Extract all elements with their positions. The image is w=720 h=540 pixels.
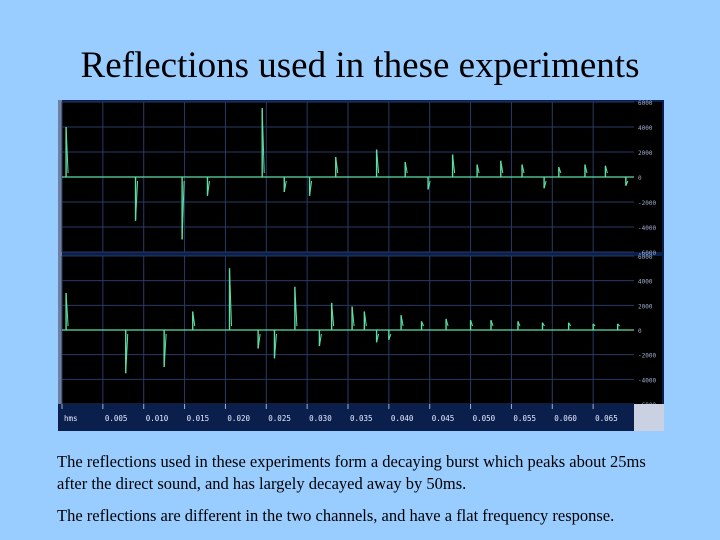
waveform-chart: 6000 4000 2000 0 -2000 -4000 -6000 6000 4000 2000… (58, 100, 664, 431)
time-tick-label: 0.040 (391, 414, 414, 423)
impulse-tail (318, 333, 322, 347)
time-tick-label: 0.015 (187, 414, 210, 423)
impulse-tail (335, 156, 339, 174)
impulse-tail (309, 180, 313, 196)
impulse-tail (192, 311, 196, 327)
caption-paragraph-2: The reflections are different in the two… (57, 506, 615, 525)
waveform-svg: 6000400020000-2000-4000-6000600040002000… (58, 100, 664, 431)
amplitude-tick-label: -4000 (638, 377, 656, 384)
amplitude-tick-label: -2000 (638, 353, 656, 360)
amplitude-tick-label: 0 (638, 175, 642, 182)
impulse-tail (273, 333, 277, 359)
impulse-tail (351, 306, 355, 327)
impulse-tail (135, 180, 139, 221)
impulse-tail (543, 180, 547, 189)
time-tick-label: 0.035 (350, 414, 373, 423)
amplitude-tick-label: 0 (638, 328, 642, 335)
amplitude-tick-label: -4000 (638, 225, 656, 232)
time-tick-label: 0.020 (227, 414, 250, 423)
amplitude-tick-label: -2000 (638, 200, 656, 207)
amplitude-tick-label: 4000 (638, 125, 653, 132)
impulse-tail (331, 302, 335, 327)
slide-title: Reflections used in these experiments (80, 45, 640, 86)
impulse-tail (206, 180, 210, 196)
impulse-tail (65, 126, 69, 174)
impulse-tail (283, 180, 287, 193)
impulse-tail (363, 311, 367, 327)
time-tick-label: 0.010 (146, 414, 169, 423)
time-tick-label: 0.065 (595, 414, 618, 423)
amplitude-tick-label: 2000 (638, 303, 653, 310)
axis-corner (634, 404, 664, 431)
time-tick-label: hms (64, 414, 78, 423)
impulse-tail (625, 180, 629, 186)
impulse-tail (521, 164, 525, 174)
impulse-tail (421, 321, 425, 327)
left-edge (58, 100, 62, 404)
impulse-tail (584, 164, 588, 174)
impulse-tail (490, 319, 494, 327)
amplitude-tick-label: 4000 (638, 279, 653, 286)
impulse-tail (229, 268, 233, 327)
impulse-tail (400, 315, 404, 327)
impulse-tail (163, 333, 167, 368)
amplitude-tick-label: 6000 (638, 254, 653, 261)
amplitude-axis-2 (634, 256, 662, 404)
amplitude-tick-label: 2000 (638, 150, 653, 157)
amplitude-tick-label: -6000 (638, 250, 656, 257)
impulse-tail (125, 333, 129, 374)
time-tick-label: 0.030 (309, 414, 332, 423)
impulse-tail (452, 154, 456, 174)
time-tick-label: 0.025 (268, 414, 291, 423)
impulse-tail (517, 321, 521, 327)
impulse-tail (376, 149, 380, 174)
impulse-tail (568, 322, 572, 327)
impulse-tail (476, 164, 480, 174)
time-axis (58, 404, 664, 431)
time-tick-label: 0.055 (513, 414, 536, 423)
impulse-tail (542, 322, 545, 327)
impulse-tail (294, 286, 298, 327)
impulse-tail (604, 165, 608, 174)
time-tick-label: 0.005 (105, 414, 128, 423)
impulse-tail (617, 323, 621, 327)
caption-paragraph-1: The reflections used in these experiment… (57, 452, 646, 493)
impulse-tail (261, 108, 265, 174)
impulse-tail (427, 180, 431, 190)
amplitude-tick-label: 6000 (638, 100, 653, 107)
amplitude-axis-1 (634, 102, 662, 252)
impulse-tail (65, 292, 69, 327)
impulse-tail (500, 160, 504, 174)
impulse-tail (445, 318, 449, 327)
impulse-tail (592, 323, 596, 327)
impulse-tail (376, 333, 380, 343)
time-tick-label: 0.045 (432, 414, 455, 423)
time-tick-label: 0.050 (473, 414, 496, 423)
impulse-tail (181, 180, 185, 240)
impulse-tail (388, 333, 392, 341)
impulse-tail (404, 161, 408, 174)
impulse-tail (470, 319, 474, 327)
impulse-tail (558, 166, 562, 174)
time-tick-label: 0.060 (554, 414, 577, 423)
impulse-tail (257, 333, 261, 349)
